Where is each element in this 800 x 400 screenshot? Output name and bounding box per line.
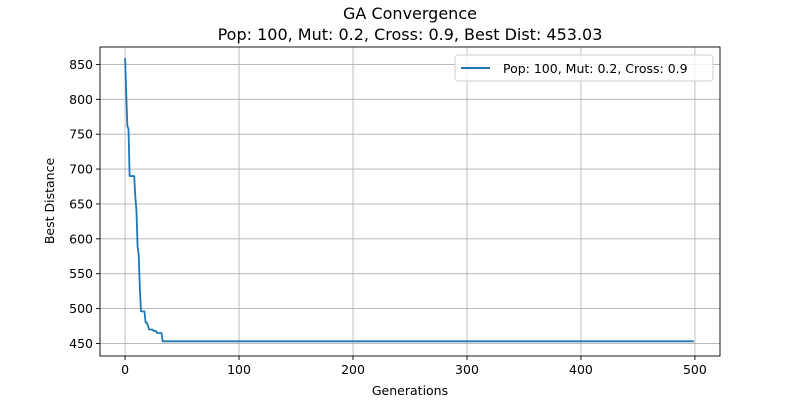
x-tick-label: 100 [227, 362, 251, 377]
y-tick-label: 650 [69, 196, 93, 211]
y-tick-label: 750 [69, 127, 93, 142]
y-axis-label: Best Distance [42, 158, 57, 245]
y-tick-label: 700 [69, 162, 93, 177]
axes [99, 46, 721, 357]
legend-box [454, 54, 714, 82]
ticks: 0 100 200 300 400 500 450 500 550 600 650 700 750 800… [69, 57, 707, 377]
x-tick-label: 500 [683, 362, 707, 377]
y-tick-label: 600 [69, 231, 93, 246]
y-tick-label: 450 [69, 336, 93, 351]
plot-area [124, 58, 694, 343]
x-tick-label: 400 [569, 362, 593, 377]
x-axis-label: Generations [372, 383, 448, 398]
y-tick-label: 550 [69, 266, 93, 281]
legend-label: Pop: 100, Mut: 0.2, Cross: 0.9 [503, 61, 688, 76]
series-line [124, 58, 694, 343]
axes-frame [99, 46, 721, 357]
y-tick-label: 800 [69, 92, 93, 107]
chart-subtitle: Pop: 100, Mut: 0.2, Cross: 0.9, Best Dis… [218, 25, 603, 44]
y-tick-label: 850 [69, 57, 93, 72]
y-tick-label: 500 [69, 301, 93, 316]
legend: Pop: 100, Mut: 0.2, Cross: 0.9 [454, 54, 714, 82]
chart-title: GA Convergence [343, 4, 477, 23]
x-tick-label: 300 [455, 362, 479, 377]
x-tick-label: 0 [121, 362, 129, 377]
x-tick-label: 200 [341, 362, 365, 377]
grid [100, 47, 720, 356]
